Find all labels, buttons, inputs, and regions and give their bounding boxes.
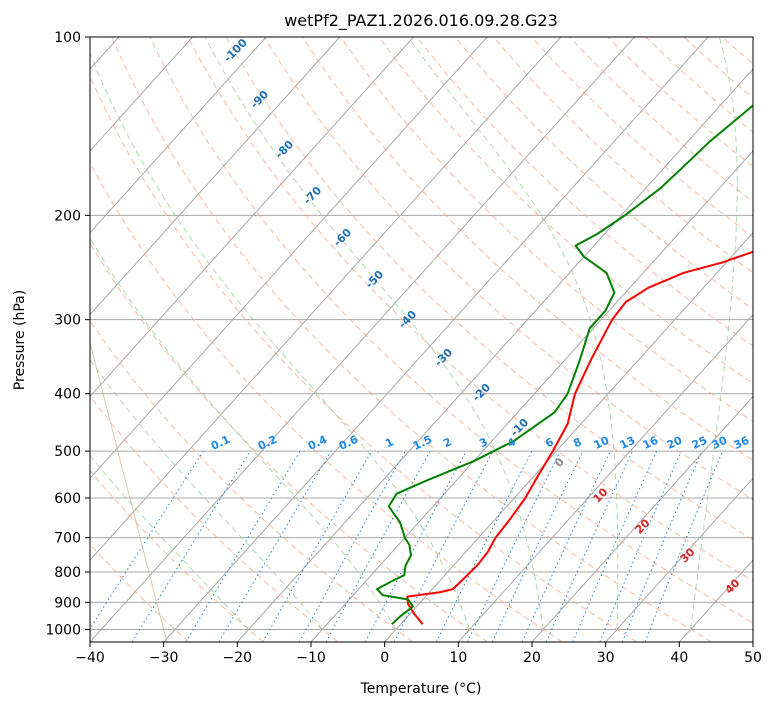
dry-adiabat-line (90, 469, 264, 642)
mixing-ratio-line (131, 450, 251, 642)
mixing-ratio-label: 20 (665, 434, 685, 452)
y-tick-label: 900 (54, 595, 81, 611)
dry-adiabat-line (90, 161, 563, 642)
mixing-ratio-label: 30 (710, 434, 730, 452)
x-tick-label: 0 (380, 650, 389, 666)
isotherm-line (90, 37, 414, 398)
dry-adiabat-line (761, 37, 775, 642)
mixing-ratio-line (325, 450, 431, 642)
isotherm-line (90, 37, 635, 642)
dry-adiabat-line (90, 320, 414, 642)
y-tick-label: 400 (54, 387, 81, 403)
isotherm-line (752, 641, 753, 642)
moist-adiabat-line (90, 237, 397, 630)
y-tick-label: 300 (54, 313, 81, 329)
moist-adiabat-line (90, 358, 323, 630)
y-tick-label: 700 (54, 531, 81, 547)
y-tick-label: 500 (54, 444, 81, 460)
mixing-ratio-line (521, 450, 611, 642)
mixing-ratio-line (467, 450, 561, 642)
mixing-ratio-label: 36 (732, 434, 752, 452)
isotherm-line (163, 37, 709, 642)
mixing-ratio-label: 25 (690, 434, 709, 452)
isotherm-line (236, 68, 753, 642)
dry-adiabat-line (90, 395, 339, 642)
axes: −40 −30 −20 −10 0 10 20 30 40 50 100 200 300 400 500 60… (45, 30, 762, 666)
isotherm-line (605, 477, 753, 642)
x-axis-title: Temperature (°C) (360, 681, 482, 697)
isotherm-line (90, 37, 267, 234)
y-axis-title: Pressure (hPa) (12, 290, 28, 390)
mixing-ratio-line (364, 450, 467, 642)
y-tick-label: 800 (54, 565, 81, 581)
mixing-ratio-line (90, 450, 204, 630)
plot-background (90, 37, 753, 642)
y-tick-label: 600 (54, 491, 81, 507)
y-tick-label: 100 (54, 30, 81, 46)
isotherm-line (310, 150, 753, 642)
dewpoint-profile-line (376, 104, 753, 625)
x-tick-label: 50 (744, 650, 762, 666)
dry-adiabat-line (90, 543, 190, 642)
x-tick-label: 40 (670, 650, 688, 666)
mixing-ratio-line (218, 450, 332, 642)
plot-frame (89, 36, 754, 643)
dry-adiabat-line (111, 37, 712, 642)
x-tick-label: −10 (296, 650, 326, 666)
dry-adiabat-line (90, 242, 488, 642)
moist-adiabat-line (690, 37, 738, 630)
mixing-ratio-label: 16 (641, 434, 661, 452)
dry-adiabat-line (454, 37, 753, 310)
isotherm-line (457, 313, 753, 642)
mixing-ratio-line (185, 450, 301, 642)
reference-arc-line (90, 340, 168, 642)
y-tick-label: 1000 (45, 622, 81, 638)
moist-adiabat-line (407, 37, 619, 630)
isotherm-line (90, 37, 341, 316)
mixing-ratio-label: 10 (592, 434, 612, 452)
profile-lines (376, 104, 753, 625)
x-tick-label: −30 (149, 650, 179, 666)
isotherm-line (90, 37, 488, 480)
x-tick-label: −40 (75, 650, 105, 666)
chart-title: wetPf2_PAZ1.2026.016.09.28.G23 (284, 11, 558, 31)
x-tick-label: 10 (449, 650, 467, 666)
isotherm-line (531, 395, 753, 642)
isotherm-line (384, 231, 753, 642)
mixing-ratio-line (491, 450, 584, 642)
moist-adiabat-line (204, 37, 544, 630)
mixing-ratio-label: 13 (618, 434, 637, 452)
isotherm-line (90, 37, 562, 561)
x-tick-label: 20 (523, 650, 541, 666)
y-tick-label: 200 (54, 208, 81, 224)
dry-adiabat-line (149, 37, 753, 624)
x-tick-label: −20 (223, 650, 253, 666)
isotherm-line (90, 37, 193, 152)
x-tick-label: 30 (597, 650, 615, 666)
temperature-profile-line (406, 250, 753, 625)
